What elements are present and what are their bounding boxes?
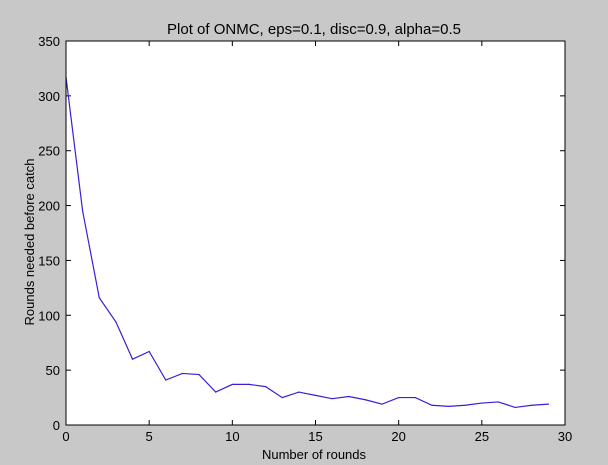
data-point bbox=[481, 402, 483, 404]
data-point bbox=[364, 399, 366, 401]
data-point bbox=[381, 403, 383, 405]
data-point bbox=[314, 394, 317, 396]
data-point bbox=[148, 350, 150, 353]
y-axis-title: Rounds needed before catch bbox=[22, 159, 37, 326]
x-tick-label: 20 bbox=[391, 429, 405, 444]
y-tick-label: 150 bbox=[38, 253, 60, 268]
data-point bbox=[331, 398, 333, 400]
y-tick-label: 250 bbox=[38, 144, 60, 159]
data-point bbox=[248, 383, 250, 386]
data-point bbox=[531, 404, 533, 406]
data-point bbox=[131, 358, 134, 360]
plot-frame bbox=[65, 40, 566, 426]
y-tick-label: 350 bbox=[38, 34, 60, 49]
plot-area bbox=[66, 41, 565, 425]
y-tick-label: 0 bbox=[53, 418, 60, 433]
data-point bbox=[398, 396, 400, 399]
x-tick-label: 0 bbox=[62, 429, 69, 444]
series-group bbox=[65, 76, 549, 409]
y-tick-label: 200 bbox=[38, 199, 60, 214]
data-point bbox=[231, 383, 233, 386]
data-point bbox=[215, 391, 217, 393]
data-point bbox=[298, 391, 300, 393]
y-tick-label: 100 bbox=[38, 308, 60, 323]
x-tick-label: 30 bbox=[558, 429, 572, 444]
x-axis-title: Number of rounds bbox=[262, 447, 367, 462]
series-line-0 bbox=[65, 77, 549, 409]
x-tick-label: 15 bbox=[308, 429, 322, 444]
data-point bbox=[348, 395, 350, 398]
data-point bbox=[265, 386, 267, 388]
data-point bbox=[431, 404, 433, 406]
data-point bbox=[514, 406, 516, 409]
data-point bbox=[497, 401, 500, 403]
data-point bbox=[447, 405, 450, 407]
data-point bbox=[547, 403, 549, 405]
y-tick-label: 50 bbox=[46, 363, 60, 378]
data-point bbox=[115, 321, 117, 323]
data-point bbox=[181, 372, 184, 375]
x-tick-label: 25 bbox=[475, 429, 489, 444]
data-point bbox=[464, 404, 466, 406]
y-tick-label: 300 bbox=[38, 89, 60, 104]
data-point bbox=[414, 396, 416, 399]
data-point bbox=[82, 210, 84, 212]
chart-title: Plot of ONMC, eps=0.1, disc=0.9, alpha=0… bbox=[167, 21, 461, 38]
data-point bbox=[198, 373, 200, 376]
data-point bbox=[281, 396, 283, 399]
data-point bbox=[165, 379, 167, 381]
x-tick-label: 5 bbox=[146, 429, 153, 444]
x-tick-label: 10 bbox=[225, 429, 239, 444]
data-point bbox=[98, 297, 100, 299]
